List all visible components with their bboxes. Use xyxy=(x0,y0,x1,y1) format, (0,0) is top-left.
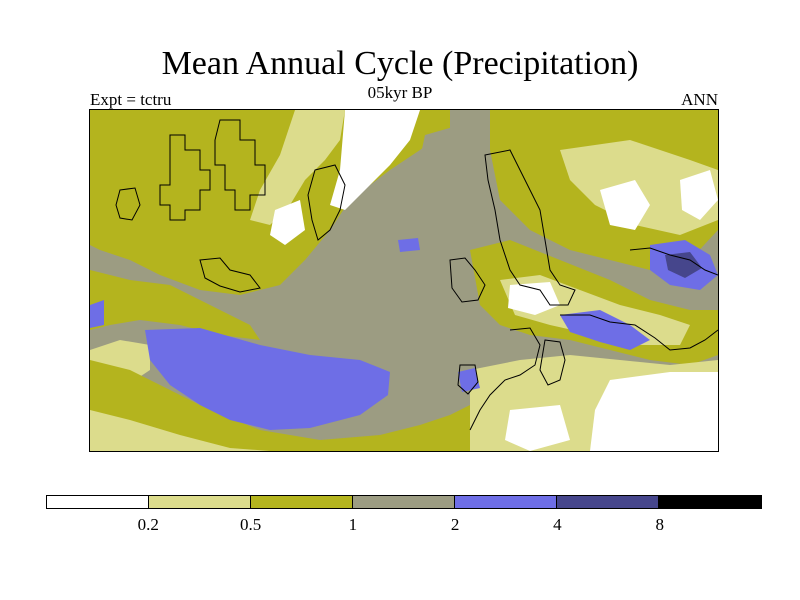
plot-title: Mean Annual Cycle (Precipitation) xyxy=(161,45,639,82)
region-olive-sw xyxy=(90,360,470,451)
region-white-greenland-a xyxy=(330,110,420,210)
region-white-south-b xyxy=(505,405,570,451)
season-label: ANN xyxy=(681,90,718,109)
colorbar-box-5 xyxy=(557,496,659,508)
region-blue-med xyxy=(560,310,650,350)
precipitation-map xyxy=(90,110,718,451)
colorbar-label-3: 2 xyxy=(450,515,460,534)
region-white-greenland-b xyxy=(270,200,305,245)
experiment-label: Expt = tctru xyxy=(90,90,172,109)
map-panel xyxy=(89,109,719,452)
colorbar-box-6 xyxy=(659,496,761,508)
region-blue-patch-2 xyxy=(90,300,104,328)
colorbar-label-0: 0.2 xyxy=(137,515,159,534)
colorbar xyxy=(46,495,762,509)
colorbar-label-5: 8 xyxy=(655,515,664,534)
region-light-sw xyxy=(90,410,270,451)
colorbar-box-1 xyxy=(149,496,251,508)
colorbar-label-4: 4 xyxy=(553,515,562,534)
colorbar-label-1: 0.5 xyxy=(239,515,262,534)
colorbar-box-2 xyxy=(251,496,353,508)
colorbar-box-4 xyxy=(455,496,557,508)
region-blue-subtropical xyxy=(145,328,390,430)
colorbar-box-0 xyxy=(47,496,149,508)
region-navy-med-east xyxy=(665,252,702,278)
colorbar-box-3 xyxy=(353,496,455,508)
region-white-ne xyxy=(600,180,650,230)
region-white-south xyxy=(590,372,718,451)
region-white-europe xyxy=(508,282,560,315)
region-blue-patch-1 xyxy=(398,238,420,252)
colorbar-label-2: 1 xyxy=(348,515,358,534)
plot-subtitle: 05kyr BP xyxy=(367,83,433,102)
coastlines xyxy=(115,119,718,431)
region-white-ne2 xyxy=(680,170,718,220)
region-light-north xyxy=(250,110,345,225)
region-olive-west xyxy=(90,270,260,340)
